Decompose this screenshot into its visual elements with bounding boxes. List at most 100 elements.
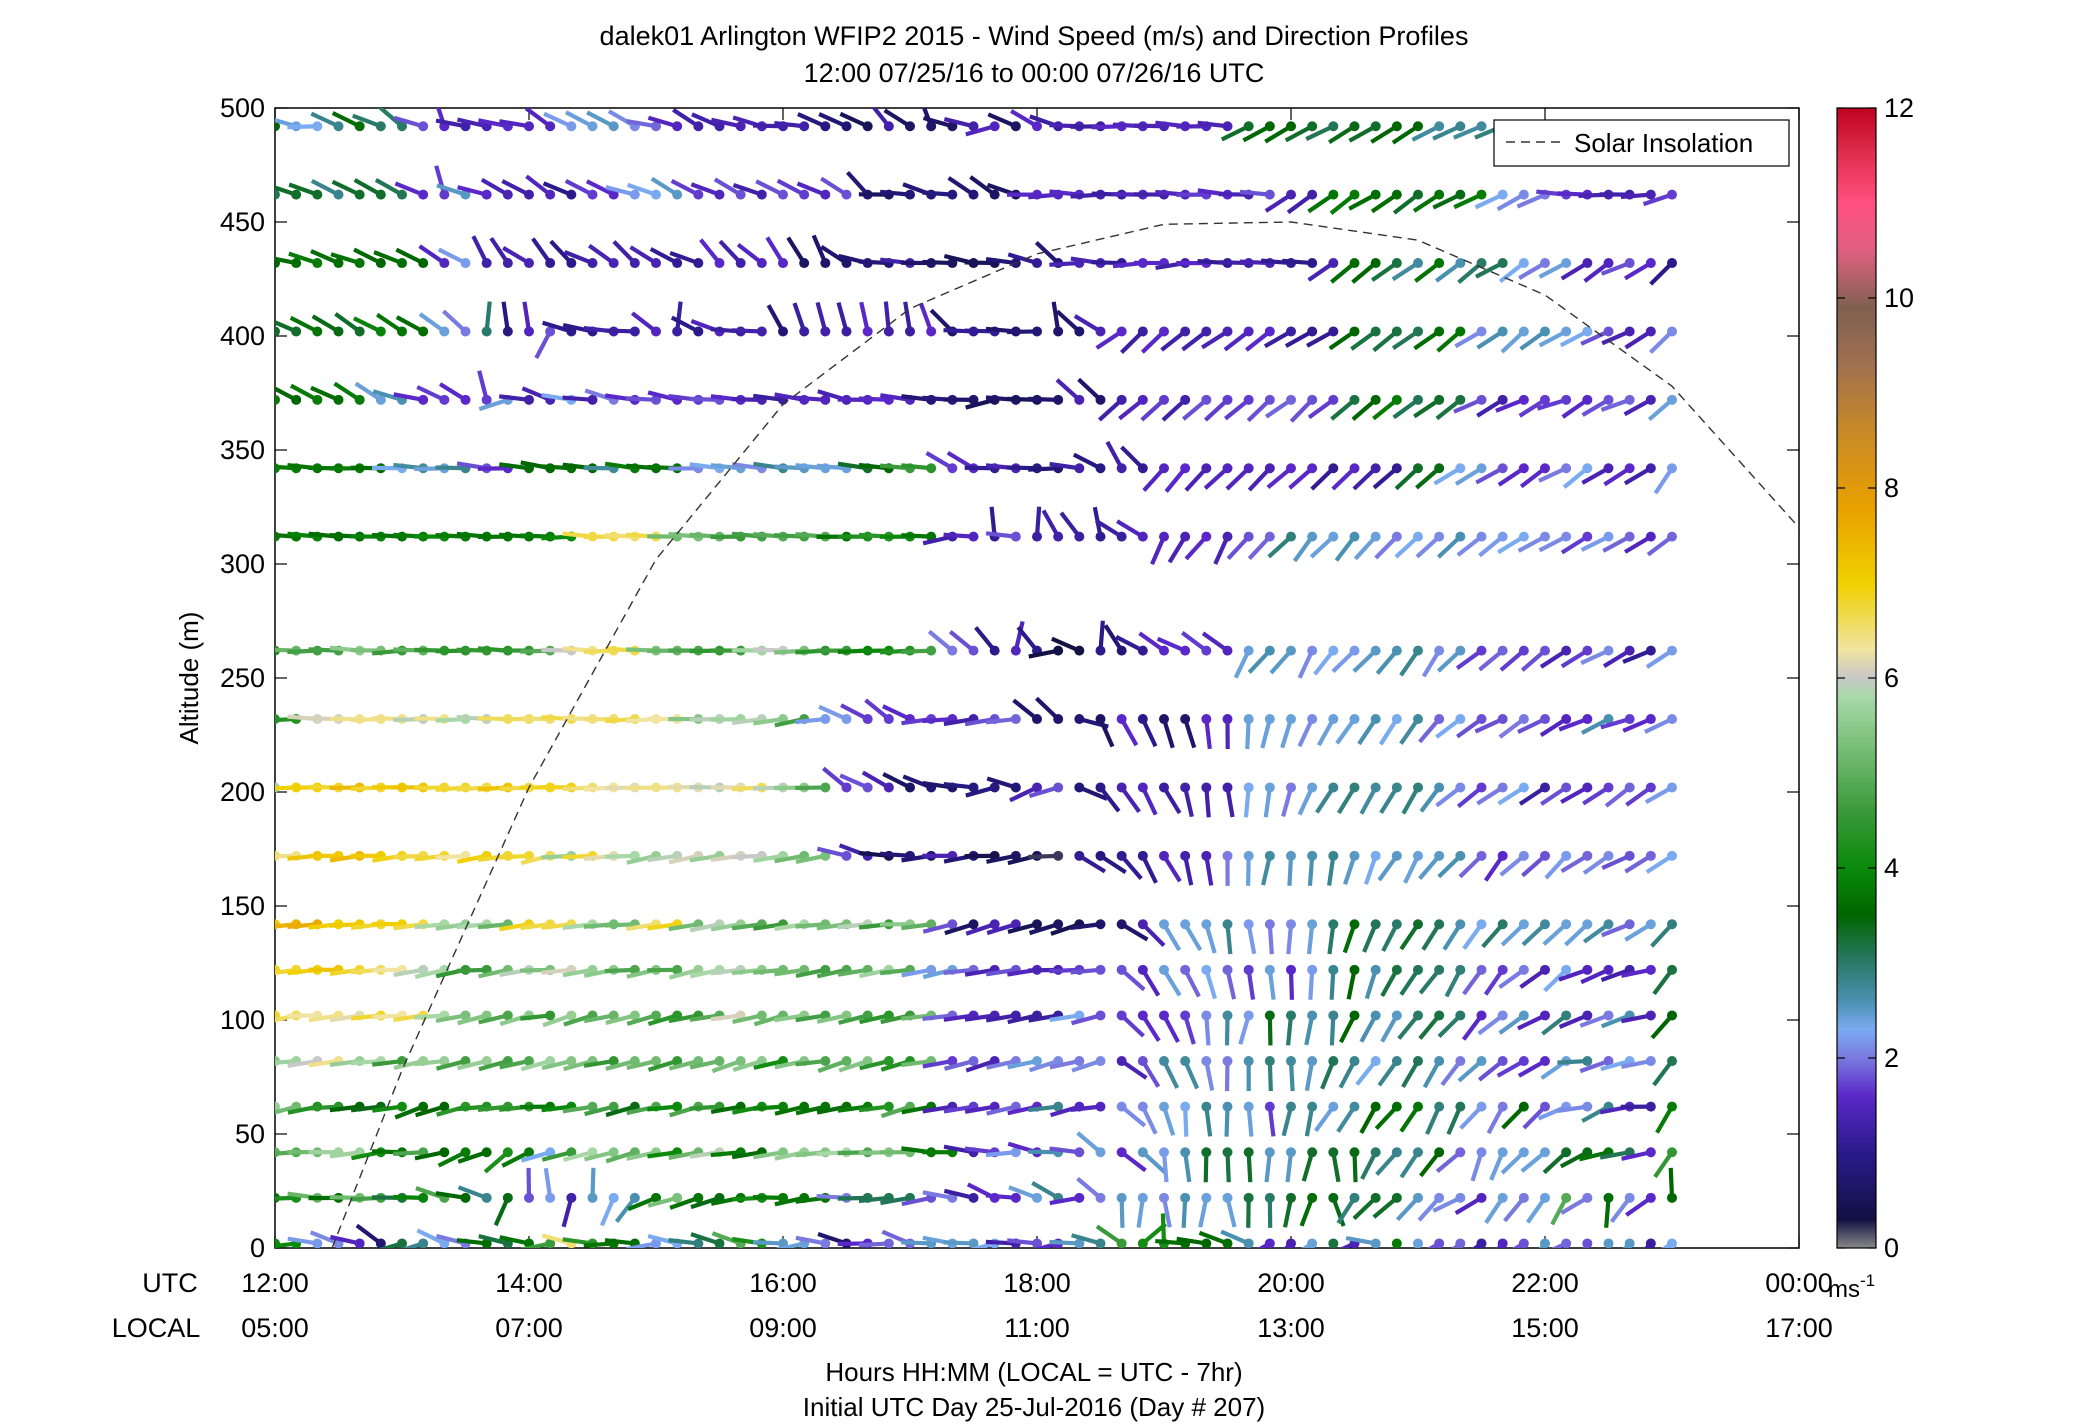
wind-barb-shaft bbox=[1343, 855, 1357, 885]
wind-barb-dot bbox=[1307, 1056, 1318, 1067]
wind-barb-shaft bbox=[1116, 519, 1144, 539]
wind-barb-dot bbox=[587, 121, 598, 132]
wind-barb-dot bbox=[1222, 121, 1233, 132]
wind-barb-dot bbox=[1518, 394, 1529, 405]
wind-barb-shaft bbox=[1418, 968, 1441, 995]
wind-barb-dot bbox=[275, 189, 280, 200]
wind-barb-dot bbox=[1074, 782, 1085, 793]
wind-barb-shaft bbox=[456, 967, 487, 973]
wind-barb-dot bbox=[502, 189, 513, 200]
wind-barb-dot bbox=[1497, 531, 1508, 542]
wind-barb-dot bbox=[502, 1010, 513, 1021]
wind-barb-dot bbox=[1222, 850, 1233, 861]
wind-barb-dot bbox=[1645, 964, 1656, 975]
wind-barb-shaft bbox=[1503, 1196, 1526, 1223]
wind-barb-shaft bbox=[1374, 1105, 1399, 1130]
wind-barb-dot bbox=[1497, 1056, 1508, 1067]
wind-barb-dot bbox=[1264, 1238, 1275, 1248]
wind-barb-dot bbox=[608, 258, 619, 269]
wind-barb-dot bbox=[460, 1192, 471, 1203]
wind-barb-shaft bbox=[1141, 1014, 1161, 1042]
wind-barb-dot bbox=[926, 919, 937, 930]
wind-barb-dot bbox=[1307, 1192, 1318, 1203]
wind-barb-shaft bbox=[1581, 1104, 1610, 1123]
wind-barb-dot bbox=[1497, 463, 1508, 474]
legend-label: Solar Insolation bbox=[1574, 128, 1753, 158]
wind-barb-shaft bbox=[599, 1197, 616, 1227]
wind-barb-dot bbox=[1645, 463, 1656, 474]
wind-barb-shaft bbox=[820, 176, 848, 197]
wind-barb-shaft bbox=[1391, 261, 1420, 282]
wind-barb-dot bbox=[756, 1010, 767, 1021]
wind-barb-dot bbox=[1328, 1147, 1339, 1158]
wind-barb-dot bbox=[1032, 714, 1042, 725]
wind-barb-dot bbox=[1264, 1101, 1275, 1112]
wind-barb-dot bbox=[1413, 714, 1423, 725]
wind-barb-dot bbox=[883, 121, 894, 132]
wind-barb-dot bbox=[375, 394, 386, 405]
wind-barb-shaft bbox=[1162, 923, 1182, 952]
wind-barb-dot bbox=[1561, 1010, 1572, 1021]
wind-barb-shaft bbox=[858, 1104, 890, 1113]
wind-barb-dot bbox=[460, 1010, 471, 1021]
wind-barb-dot bbox=[1349, 394, 1360, 405]
wind-barb-shaft bbox=[1435, 717, 1462, 739]
wind-barb-shaft bbox=[883, 301, 891, 332]
wind-barb-dot bbox=[651, 1010, 661, 1021]
wind-barb-shaft bbox=[880, 1104, 911, 1119]
wind-barb-shaft bbox=[1049, 189, 1080, 197]
wind-barb-dot bbox=[1561, 1238, 1572, 1248]
wind-barb-dot bbox=[1095, 1056, 1106, 1067]
chart-title: dalek01 Arlington WFIP2 2015 - Wind Spee… bbox=[600, 21, 1469, 51]
wind-barb-shaft bbox=[1557, 1058, 1588, 1065]
wind-barb-dot bbox=[1010, 645, 1021, 656]
wind-barb-dot bbox=[1434, 394, 1445, 405]
colorbar-tick-label: 2 bbox=[1884, 1043, 1899, 1073]
wind-barb-dot bbox=[1497, 189, 1508, 200]
wind-barb-dot bbox=[1243, 394, 1254, 405]
wind-barb-shaft bbox=[289, 315, 319, 334]
wind-barb-dot bbox=[1624, 394, 1635, 405]
wind-barb-dot bbox=[1370, 645, 1381, 656]
wind-barb-shaft bbox=[1622, 648, 1652, 664]
wind-barb-dot bbox=[1010, 1147, 1021, 1158]
wind-barb-shaft bbox=[1266, 466, 1293, 490]
wind-barb-dot bbox=[1582, 919, 1593, 930]
wind-barb-dot bbox=[1286, 1192, 1296, 1203]
wind-barb-shaft bbox=[275, 192, 276, 195]
wind-barb-dot bbox=[1222, 964, 1233, 975]
wind-barb-dot bbox=[1137, 714, 1148, 725]
wind-barb-dot bbox=[481, 1192, 492, 1203]
y-tick-label: 100 bbox=[220, 1005, 265, 1035]
wind-barb-shaft bbox=[477, 370, 489, 401]
wind-barb-shaft bbox=[774, 853, 805, 864]
colorbar-tick-label: 6 bbox=[1884, 663, 1899, 693]
wind-barb-dot bbox=[693, 121, 704, 132]
wind-barb-dot bbox=[1518, 463, 1529, 474]
wind-barb-dot bbox=[1180, 326, 1191, 337]
wind-barb-shaft bbox=[752, 1195, 784, 1200]
wind-barb-shaft bbox=[1245, 855, 1251, 886]
wind-barb-dot bbox=[1497, 326, 1508, 337]
wind-barb-shaft bbox=[1516, 192, 1546, 209]
wind-barb-dot bbox=[375, 1238, 386, 1248]
wind-barb-shaft bbox=[275, 397, 277, 400]
wind-barb-dot bbox=[1391, 394, 1402, 405]
wind-barb-shaft bbox=[275, 386, 298, 402]
wind-barb-dot bbox=[1032, 919, 1042, 930]
wind-barb-shaft bbox=[477, 1104, 509, 1112]
wind-barb-dot bbox=[778, 258, 788, 269]
wind-barb-shaft bbox=[753, 1150, 784, 1160]
wind-barb-shaft bbox=[604, 328, 635, 334]
wind-barb-dot bbox=[608, 1192, 619, 1203]
wind-barb-dot bbox=[333, 258, 344, 269]
wind-barb-dot bbox=[566, 1056, 577, 1067]
wind-barb-dot bbox=[1349, 782, 1360, 793]
wind-barb-shaft bbox=[1348, 124, 1377, 143]
wind-barb-dot bbox=[1455, 189, 1466, 200]
wind-barb-dot bbox=[1455, 714, 1466, 725]
x-tick-label-local: 15:00 bbox=[1511, 1313, 1579, 1343]
wind-barb-dot bbox=[1307, 782, 1318, 793]
wind-barb-dot bbox=[1349, 919, 1360, 930]
wind-barb-shaft bbox=[1183, 786, 1194, 818]
